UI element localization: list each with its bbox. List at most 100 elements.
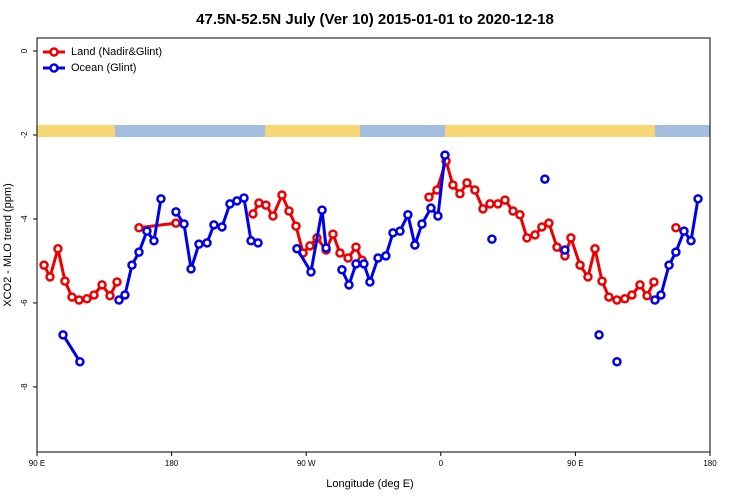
y-tick-label: -2 — [20, 131, 29, 139]
point — [693, 194, 703, 204]
plot-frame — [36, 37, 711, 453]
point — [156, 194, 166, 204]
point — [321, 243, 331, 253]
point — [74, 295, 84, 305]
point — [97, 280, 107, 290]
point — [253, 238, 263, 248]
point — [261, 200, 271, 210]
point — [351, 242, 361, 252]
point — [186, 264, 196, 274]
point — [530, 230, 540, 240]
point — [679, 226, 689, 236]
point — [134, 223, 144, 233]
point — [284, 206, 294, 216]
point — [114, 295, 124, 305]
point — [455, 189, 465, 199]
point — [317, 205, 327, 215]
point — [440, 150, 450, 160]
x-tick-label: 90 E — [567, 459, 583, 468]
point — [365, 277, 375, 287]
x-tick-label: 180 — [165, 459, 179, 468]
point — [470, 185, 480, 195]
point — [650, 295, 660, 305]
point — [248, 209, 258, 219]
point — [566, 233, 576, 243]
point — [291, 221, 301, 231]
point — [485, 199, 495, 209]
point — [612, 295, 622, 305]
point — [75, 356, 85, 367]
point — [277, 190, 287, 200]
point — [612, 356, 622, 367]
point — [359, 259, 369, 269]
point — [39, 260, 49, 270]
point — [686, 236, 696, 246]
point — [590, 244, 600, 254]
y-tick-label: -8 — [20, 383, 29, 391]
point — [487, 234, 497, 244]
x-tick-label: 180 — [703, 459, 717, 468]
point — [60, 276, 70, 286]
point — [142, 226, 152, 236]
point — [537, 222, 547, 232]
y-axis-label: XCO2 - MLO trend (ppm) — [2, 183, 14, 306]
point — [335, 248, 345, 258]
x-axis-label: Longitude (deg E) — [326, 478, 413, 490]
point — [642, 291, 652, 301]
point — [462, 178, 472, 188]
point — [448, 180, 458, 190]
point — [583, 272, 593, 282]
point — [292, 244, 302, 254]
y-tick-label: 0 — [20, 48, 29, 53]
point — [373, 253, 383, 263]
point — [82, 293, 92, 304]
point — [149, 236, 159, 246]
x-tick-label: 90 W — [297, 459, 316, 468]
point — [105, 291, 115, 301]
point — [671, 223, 681, 233]
point — [328, 229, 338, 239]
point — [171, 218, 181, 228]
point — [120, 290, 130, 300]
chart-title: 47.5N-52.5N July (Ver 10) 2015-01-01 to … — [196, 11, 554, 28]
point — [239, 193, 249, 203]
point — [575, 260, 585, 270]
y-tick-label: -6 — [20, 299, 29, 307]
point — [351, 259, 361, 269]
point — [604, 292, 614, 302]
point — [112, 277, 122, 287]
point — [478, 204, 488, 214]
point — [395, 226, 405, 236]
point — [403, 210, 413, 220]
point — [671, 247, 681, 257]
point — [627, 290, 637, 300]
point — [268, 211, 278, 221]
point — [540, 174, 550, 184]
point — [424, 192, 434, 202]
point — [508, 206, 518, 216]
point — [522, 233, 532, 243]
point — [594, 330, 604, 340]
point — [620, 293, 630, 304]
point — [417, 219, 427, 229]
x-tick-label: 0 — [439, 459, 444, 468]
point — [515, 210, 525, 220]
point — [209, 220, 219, 230]
point — [179, 219, 189, 229]
point — [426, 203, 436, 213]
point — [217, 222, 227, 232]
y-tick-label: -4 — [20, 215, 29, 223]
point — [171, 207, 181, 217]
point — [649, 277, 659, 287]
point — [544, 218, 554, 228]
point — [493, 199, 503, 209]
legend-label: Land (Nadir&Glint) — [71, 46, 162, 58]
point — [664, 260, 674, 270]
legend-label: Ocean (Glint) — [71, 62, 136, 74]
point — [89, 290, 99, 300]
point — [343, 253, 353, 263]
point — [58, 330, 68, 340]
point — [306, 267, 316, 277]
point — [127, 260, 137, 270]
point — [560, 245, 570, 255]
